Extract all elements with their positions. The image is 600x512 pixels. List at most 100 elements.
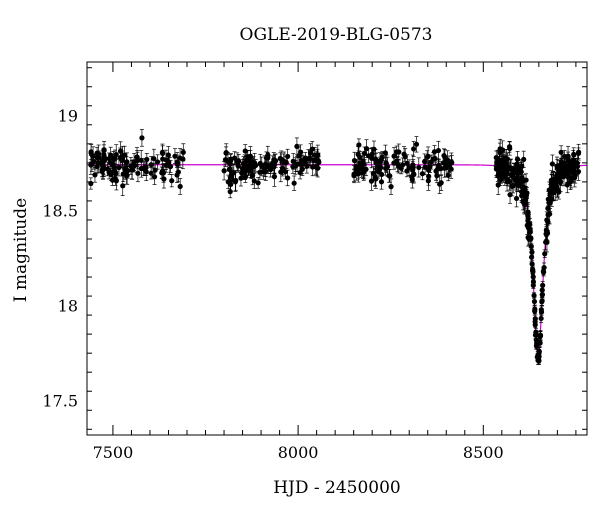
data-point xyxy=(116,158,122,177)
x-tick-label: 7500 xyxy=(93,443,134,462)
y-tick-label: 19 xyxy=(58,106,78,125)
data-point xyxy=(517,165,523,179)
data-point xyxy=(538,305,544,315)
data-point xyxy=(233,170,239,191)
data-point xyxy=(537,331,543,341)
y-tick-label: 18.5 xyxy=(42,201,78,220)
data-point xyxy=(413,136,420,153)
data-point xyxy=(373,152,379,169)
data-point xyxy=(533,342,540,349)
data-point xyxy=(523,189,529,203)
data-point xyxy=(548,170,554,191)
data-point xyxy=(371,140,377,158)
axis-tick-labels: 7500 8000 8500 17.5 18 18.5 19 xyxy=(42,106,503,462)
data-point xyxy=(529,248,535,256)
data-point xyxy=(554,158,560,177)
data-point xyxy=(576,143,582,161)
data-point xyxy=(368,147,375,169)
y-tick-label: 18 xyxy=(58,297,78,316)
data-point xyxy=(494,156,500,169)
data-point xyxy=(510,177,516,194)
data-points-layer xyxy=(88,129,582,365)
data-point xyxy=(282,163,288,180)
data-point xyxy=(180,148,186,170)
data-point xyxy=(257,153,263,174)
data-point xyxy=(262,163,268,177)
data-point xyxy=(167,160,174,173)
data-point xyxy=(544,232,550,253)
data-point xyxy=(357,151,363,164)
data-point xyxy=(239,167,245,179)
y-tick-label: 17.5 xyxy=(42,392,78,411)
data-point xyxy=(422,159,428,176)
data-point xyxy=(434,168,440,184)
data-point xyxy=(304,158,310,174)
data-point xyxy=(154,154,161,170)
data-point xyxy=(552,171,559,187)
data-point xyxy=(242,144,248,158)
data-point xyxy=(531,292,537,299)
data-point xyxy=(549,154,555,174)
data-point xyxy=(438,174,444,191)
data-point xyxy=(530,281,536,289)
data-point xyxy=(88,144,94,160)
data-point xyxy=(225,174,231,190)
x-tick-label: 8000 xyxy=(278,443,319,462)
data-point xyxy=(542,249,548,258)
data-point xyxy=(401,146,407,163)
data-point xyxy=(165,146,171,164)
data-point xyxy=(92,167,98,183)
data-point xyxy=(143,159,149,176)
data-point xyxy=(253,159,259,172)
data-point xyxy=(159,163,166,179)
data-point xyxy=(251,172,257,189)
data-point xyxy=(382,144,388,162)
data-point xyxy=(427,160,433,173)
data-point xyxy=(111,160,117,174)
data-point xyxy=(360,162,367,178)
data-point xyxy=(294,137,300,156)
data-point xyxy=(398,162,404,175)
data-point xyxy=(265,145,271,165)
data-point xyxy=(572,167,578,184)
data-point xyxy=(312,146,318,164)
data-point xyxy=(123,162,129,176)
data-point xyxy=(526,232,532,246)
data-point xyxy=(285,148,291,164)
data-point xyxy=(525,206,531,224)
data-point xyxy=(351,151,358,170)
data-point xyxy=(131,159,138,173)
data-point xyxy=(536,356,542,365)
data-point xyxy=(416,157,422,178)
data-point xyxy=(388,178,394,195)
data-point xyxy=(356,138,362,152)
data-point xyxy=(442,149,448,166)
data-point xyxy=(446,160,453,173)
data-point xyxy=(297,153,303,175)
data-point xyxy=(278,150,284,168)
data-point xyxy=(545,213,551,232)
data-point xyxy=(151,148,157,169)
data-point xyxy=(363,139,370,158)
data-point xyxy=(528,242,534,250)
data-point xyxy=(377,156,383,171)
data-point xyxy=(558,169,564,185)
data-point xyxy=(411,141,417,157)
data-point xyxy=(315,159,321,178)
data-point xyxy=(435,140,442,161)
data-point xyxy=(177,178,183,195)
data-point xyxy=(532,304,538,314)
data-point xyxy=(558,145,564,160)
data-point xyxy=(291,175,297,191)
data-point xyxy=(445,169,451,182)
data-point xyxy=(248,161,254,179)
data-point xyxy=(533,329,539,338)
data-point xyxy=(531,296,538,307)
data-point xyxy=(566,159,573,177)
data-point xyxy=(372,166,378,187)
data-point xyxy=(94,151,100,164)
data-point xyxy=(272,154,278,175)
data-point xyxy=(227,154,234,168)
data-point xyxy=(441,158,448,178)
